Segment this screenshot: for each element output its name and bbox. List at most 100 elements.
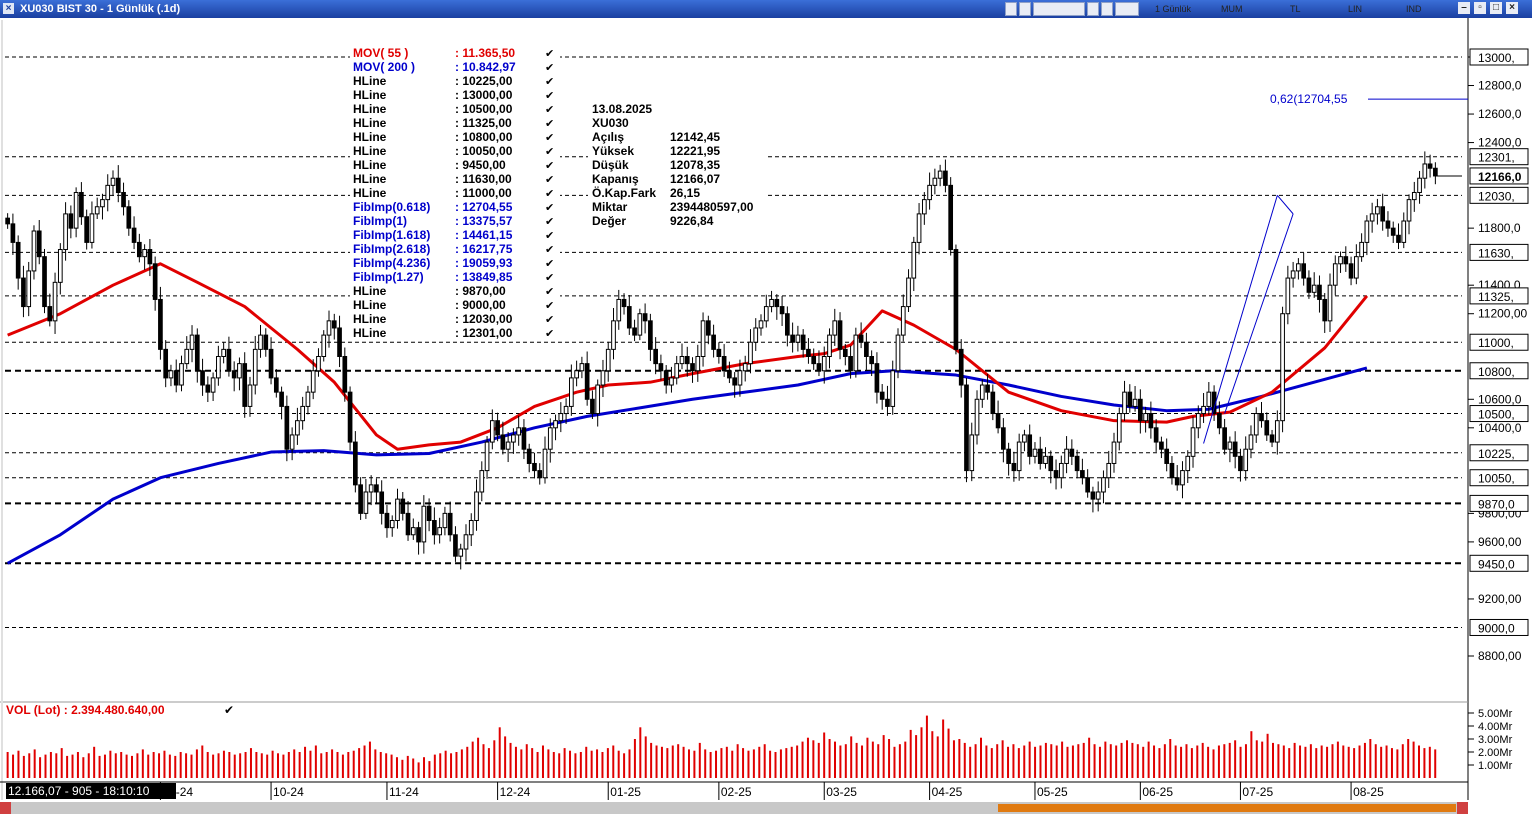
toolbar-format-button[interactable] xyxy=(1033,2,1085,16)
toolbar-indicator-button[interactable]: IND xyxy=(1406,4,1422,14)
maximize-icon[interactable]: □ xyxy=(1490,2,1502,14)
candle xyxy=(1064,436,1069,474)
minimize-icon[interactable]: – xyxy=(1458,2,1470,14)
toolbar-scale-button[interactable]: LIN xyxy=(1348,4,1363,14)
candle xyxy=(42,248,47,314)
candle-body xyxy=(574,370,579,379)
scroll-right-icon[interactable] xyxy=(1457,802,1468,814)
candle xyxy=(932,168,938,195)
candle-body xyxy=(921,199,927,215)
scroll-left-icon[interactable] xyxy=(0,802,11,814)
candle xyxy=(453,526,458,562)
candle-body xyxy=(100,199,105,208)
candle-body xyxy=(674,363,680,379)
legend-name: HLine xyxy=(353,172,387,186)
candle-body xyxy=(1232,441,1238,457)
chart-toolbar: 1 Günlük MUM TL LIN IND xyxy=(1005,2,1525,16)
candle-body xyxy=(468,520,474,536)
candle xyxy=(558,402,564,433)
candle-body xyxy=(511,434,516,443)
candle xyxy=(864,332,869,370)
candle xyxy=(827,328,832,369)
volume-tick-label: 1.00Mr xyxy=(1478,760,1513,772)
candle xyxy=(1317,275,1322,313)
candle-body xyxy=(1227,441,1233,450)
legend-value: : 9450,00 xyxy=(455,158,506,172)
toolbar-chart-icon[interactable] xyxy=(1005,2,1017,16)
candle-body xyxy=(237,363,242,379)
candle xyxy=(1069,439,1075,466)
info-value: 9226,84 xyxy=(670,214,714,228)
candle-body xyxy=(1090,491,1096,500)
candle-body xyxy=(121,191,126,208)
candle xyxy=(152,256,158,311)
legend-value: : 10.842,97 xyxy=(455,60,516,74)
candle-body xyxy=(858,334,864,343)
close-chart-icon[interactable]: × xyxy=(3,3,14,14)
candle xyxy=(732,372,738,398)
time-scrollbar-thumb[interactable] xyxy=(998,804,1456,812)
legend-name: HLine xyxy=(353,158,387,172)
info-value: 12078,35 xyxy=(670,158,720,172)
candle xyxy=(1311,272,1317,298)
toolbar-draw-icon[interactable] xyxy=(1087,2,1099,16)
candle xyxy=(1238,448,1243,482)
candle-body xyxy=(1222,427,1227,450)
info-label: 13.08.2025 xyxy=(592,102,652,116)
candle-body xyxy=(205,384,211,393)
fib-trend-line xyxy=(1203,195,1278,444)
candle-body xyxy=(1217,413,1222,429)
candle xyxy=(221,341,226,364)
candle-body xyxy=(1248,434,1254,450)
candle-body xyxy=(1311,284,1317,293)
close-icon[interactable]: × xyxy=(1506,2,1518,14)
toolbar-candle-button[interactable]: MUM xyxy=(1221,4,1243,14)
candle-body xyxy=(632,327,637,336)
candle xyxy=(495,412,500,442)
toolbar-line-icon[interactable] xyxy=(1101,2,1113,16)
candle xyxy=(927,172,932,210)
legend-name: HLine xyxy=(353,186,387,200)
candle-body xyxy=(495,420,500,436)
hline-price-label: 11325, xyxy=(1478,290,1514,304)
candle-body xyxy=(953,249,959,350)
candle xyxy=(642,303,648,334)
x-tick-label: 03-25 xyxy=(826,785,857,799)
candle-body xyxy=(626,306,632,329)
legend-value: : 14461,15 xyxy=(455,228,513,242)
candle xyxy=(474,479,479,531)
candle xyxy=(516,415,522,446)
toolbar-currency-button[interactable]: TL xyxy=(1290,4,1301,14)
candle xyxy=(1348,256,1354,286)
candle xyxy=(806,338,811,364)
candle xyxy=(1301,252,1307,286)
candle-body xyxy=(1053,470,1059,479)
candle-body xyxy=(158,298,163,350)
toolbar-period-select[interactable]: 1 Günlük xyxy=(1155,4,1192,14)
toolbar-settings-icon[interactable] xyxy=(1115,2,1139,16)
candle-body xyxy=(1285,277,1291,315)
legend-value: : 9000,00 xyxy=(455,298,506,312)
candle-body xyxy=(405,512,411,536)
toolbar-color-icon[interactable] xyxy=(1019,2,1031,16)
candle-body xyxy=(1069,448,1075,457)
legend-check-icon: ✔ xyxy=(545,216,554,228)
legend-check-icon: ✔ xyxy=(545,174,554,186)
candle xyxy=(584,351,590,406)
candle xyxy=(832,308,838,346)
restore-icon[interactable]: ▫ xyxy=(1474,2,1486,14)
candle xyxy=(1001,418,1006,463)
candle xyxy=(321,330,327,362)
candle xyxy=(774,294,780,320)
legend-name: HLine xyxy=(353,74,387,88)
mov200-line xyxy=(6,366,1368,565)
candle-body xyxy=(10,223,16,243)
legend-name: FibImp(4.236) xyxy=(353,256,430,270)
candle xyxy=(1190,416,1196,468)
hline-price-tag xyxy=(1469,186,1529,204)
candle-body xyxy=(1137,398,1143,422)
candle xyxy=(1390,221,1396,243)
candle-body xyxy=(1280,313,1285,422)
candle-body xyxy=(964,384,969,472)
